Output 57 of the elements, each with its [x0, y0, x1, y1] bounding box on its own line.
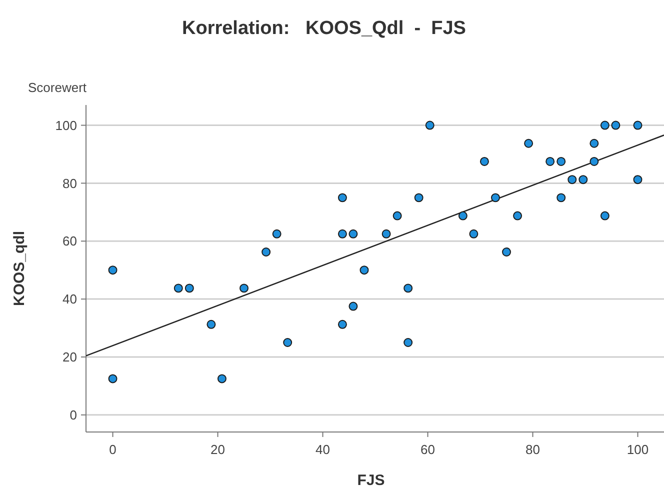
point: [206, 320, 216, 329]
point: [556, 193, 566, 202]
x-tick-label: 80: [526, 442, 540, 457]
point: [338, 320, 347, 329]
chart-title: Korrelation: KOOS_Qdl - FJS: [182, 18, 466, 39]
point: [283, 338, 292, 347]
point: [546, 157, 555, 166]
point: [490, 193, 500, 202]
point: [502, 248, 511, 256]
y-axis-title: KOOS_qdl: [11, 230, 28, 306]
x-tick-label: 0: [109, 442, 116, 457]
y-tick-label: 20: [62, 350, 77, 365]
point: [392, 211, 402, 220]
x-tick-label: 40: [316, 442, 330, 457]
x-tick-label: 60: [420, 442, 435, 457]
point: [590, 157, 599, 166]
y-tick-label: 80: [62, 176, 77, 191]
point: [611, 120, 620, 130]
point: [404, 338, 413, 347]
point: [556, 157, 566, 166]
point: [633, 120, 642, 130]
point: [458, 211, 468, 220]
x-axis-title: FJS: [357, 472, 385, 489]
text: Scorewert: [28, 80, 87, 95]
point: [414, 193, 424, 202]
point: [348, 229, 358, 238]
point: [240, 284, 249, 293]
point: [217, 374, 226, 384]
point: [469, 229, 478, 238]
point: [513, 211, 522, 220]
point: [338, 229, 347, 238]
point: [348, 302, 358, 311]
point: [404, 284, 413, 293]
point: [600, 211, 610, 220]
point: [108, 266, 118, 275]
point: [480, 157, 489, 166]
point: [600, 120, 610, 130]
point: [633, 175, 642, 184]
y-tick-label: 0: [70, 407, 77, 422]
x-tick-label: 100: [626, 442, 649, 457]
point: [184, 284, 194, 293]
point: [578, 175, 588, 184]
y-tick-label: 60: [62, 234, 77, 249]
point: [425, 120, 434, 130]
point: [568, 175, 577, 184]
point: [174, 284, 183, 293]
x-tick-label: 20: [210, 442, 226, 457]
point: [382, 229, 391, 238]
point: [108, 374, 118, 384]
point: [262, 248, 271, 256]
point: [360, 266, 369, 275]
y-tick-label: 40: [62, 292, 77, 307]
point: [272, 229, 282, 238]
point: [338, 193, 347, 202]
point: [590, 138, 599, 148]
y-tick-label: 100: [55, 118, 77, 133]
point: [524, 138, 534, 148]
